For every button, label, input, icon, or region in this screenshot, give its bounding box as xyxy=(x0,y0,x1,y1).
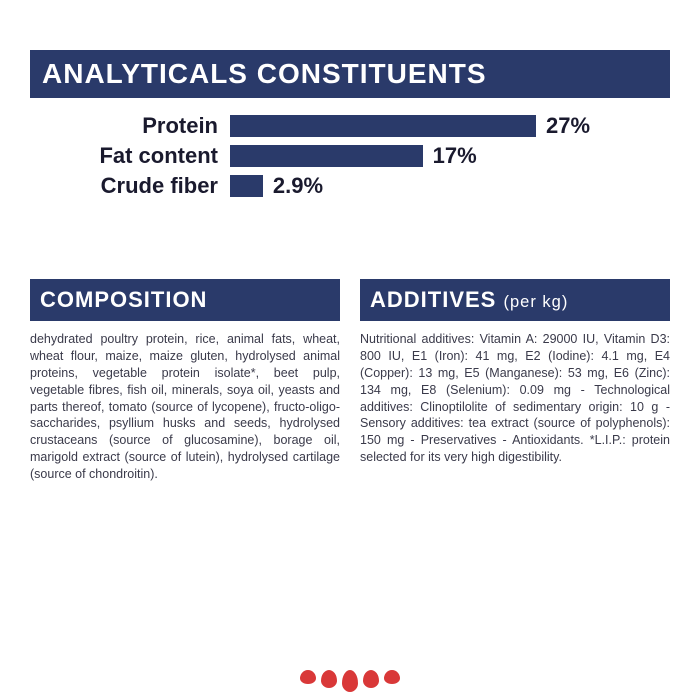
nutrition-panel: ANALYTICALS CONSTITUENTS Protein 27% Fat c… xyxy=(0,0,700,700)
crown-logo-icon xyxy=(300,670,400,692)
additives-body: Nutritional additives: Vitamin A: 29000 … xyxy=(360,331,670,466)
additives-title-main: ADDITIVES xyxy=(370,287,496,312)
bar-fill xyxy=(230,115,536,137)
bar-fill xyxy=(230,145,423,167)
analyticals-title: ANALYTICALS CONSTITUENTS xyxy=(30,50,670,98)
bar-row: Protein 27% xyxy=(30,113,670,139)
additives-title-sub: (per kg) xyxy=(503,293,568,311)
bar-value: 2.9% xyxy=(263,173,323,199)
crown-petal xyxy=(342,670,358,692)
analyticals-section: ANALYTICALS CONSTITUENTS Protein 27% Fat c… xyxy=(30,50,670,199)
bar-row: Fat content 17% xyxy=(30,143,670,169)
additives-title: ADDITIVES (per kg) xyxy=(360,279,670,321)
composition-column: COMPOSITION dehydrated poultry protein, … xyxy=(30,279,340,483)
crown-petal xyxy=(300,670,316,684)
bar-label: Fat content xyxy=(30,143,230,169)
analyticals-bar-chart: Protein 27% Fat content 17% Crude fiber 2.9% xyxy=(30,113,670,199)
bar-track: 2.9% xyxy=(230,175,323,197)
crown-petal xyxy=(321,670,337,688)
bar-value: 17% xyxy=(423,143,477,169)
bar-row: Crude fiber 2.9% xyxy=(30,173,670,199)
details-columns: COMPOSITION dehydrated poultry protein, … xyxy=(30,279,670,483)
crown-petal xyxy=(384,670,400,684)
composition-body: dehydrated poultry protein, rice, animal… xyxy=(30,331,340,483)
bar-track: 17% xyxy=(230,145,477,167)
bar-fill xyxy=(230,175,263,197)
composition-title: COMPOSITION xyxy=(30,279,340,321)
bar-label: Protein xyxy=(30,113,230,139)
bar-label: Crude fiber xyxy=(30,173,230,199)
crown-petal xyxy=(363,670,379,688)
additives-column: ADDITIVES (per kg) Nutritional additives… xyxy=(360,279,670,483)
bar-track: 27% xyxy=(230,115,590,137)
bar-value: 27% xyxy=(536,113,590,139)
